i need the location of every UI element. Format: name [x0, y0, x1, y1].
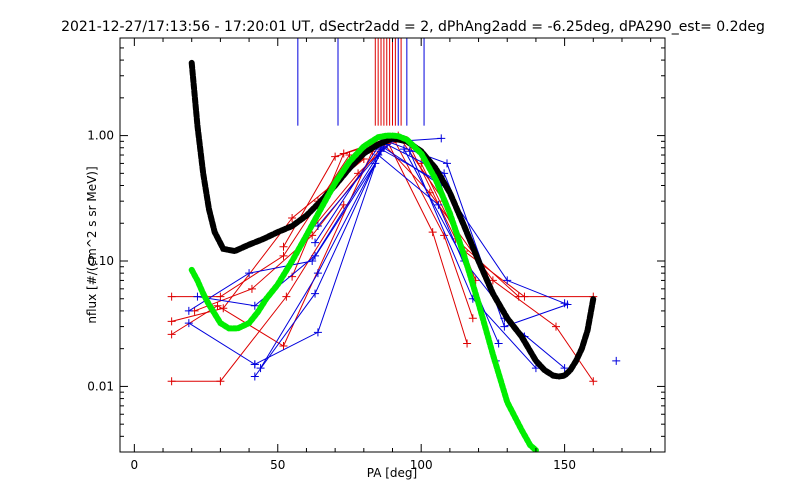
- red-plus-point: [167, 292, 176, 301]
- red-plus-point: [219, 304, 228, 313]
- red-plus-point: [428, 228, 437, 237]
- blue-series-line: [197, 154, 379, 307]
- blue-series-line: [188, 163, 376, 312]
- blue-plus-point: [560, 364, 569, 373]
- x-tick-label: 150: [553, 458, 576, 472]
- blue-plus-point: [503, 276, 512, 285]
- blue-plus-point: [250, 301, 259, 310]
- x-axis-label: PA [deg]: [367, 466, 417, 480]
- y-axis-ticks: 0.01 0.10 1.00: [87, 37, 665, 453]
- blue-plus-point: [184, 306, 193, 315]
- x-tick-label: 50: [270, 458, 285, 472]
- blue-plus-point: [256, 364, 265, 373]
- red-plus-point: [552, 322, 560, 331]
- red-plus-point: [216, 292, 225, 301]
- green-model-curve: [188, 132, 539, 452]
- blue-plus-point: [563, 300, 572, 309]
- red-plus-point: [288, 214, 297, 223]
- red-series-line: [171, 154, 350, 298]
- red-plus-point: [279, 342, 288, 351]
- red-plus-point: [167, 317, 176, 326]
- red-plus-point: [167, 330, 176, 339]
- y-tick-label: 1.00: [87, 129, 114, 143]
- blue-plus-point: [443, 159, 451, 168]
- blue-plus-point: [311, 289, 320, 298]
- blue-plus-point: [612, 356, 621, 365]
- blue-plus-point: [313, 222, 322, 231]
- red-series-line: [420, 163, 594, 298]
- blue-plus-point: [250, 360, 259, 369]
- blue-series-line: [254, 151, 382, 377]
- blue-plus-point: [250, 372, 259, 381]
- blue-plus-point: [193, 292, 202, 301]
- y-tick-label: 0.10: [87, 254, 114, 268]
- blue-plus-point: [313, 328, 322, 337]
- model-curves: [188, 59, 597, 452]
- red-plus-point: [331, 152, 340, 161]
- red-plus-point: [213, 301, 222, 310]
- blue-plus-point: [184, 319, 193, 328]
- x-tick-label: 0: [131, 458, 139, 472]
- red-plus-point: [339, 149, 348, 158]
- red-plus-point: [282, 292, 291, 301]
- x-axis-ticks: 0 50 100 150: [131, 38, 652, 472]
- red-plus-point: [520, 292, 529, 301]
- data-series: [167, 131, 621, 386]
- blue-plus-point: [311, 251, 320, 260]
- blue-series-line: [380, 148, 565, 304]
- blue-plus-point: [405, 147, 414, 156]
- blue-plus-point: [434, 200, 443, 209]
- blue-plus-point: [399, 145, 408, 154]
- blue-plus-point: [531, 364, 540, 373]
- blue-plus-point: [313, 269, 322, 278]
- blue-series-line: [403, 148, 525, 337]
- y-axis-label: nflux [#/(cm^2 s sr MeV)]: [85, 166, 99, 323]
- blue-plus-point: [437, 134, 446, 143]
- red-plus-point: [589, 377, 598, 386]
- blue-plus-point: [245, 269, 254, 278]
- red-plus-point: [279, 242, 288, 251]
- y-tick-label: 0.01: [87, 379, 114, 393]
- red-plus-point: [247, 284, 256, 293]
- blue-plus-point: [500, 322, 509, 331]
- x-tick-label: 100: [410, 458, 433, 472]
- red-series-line: [171, 204, 345, 382]
- red-plus-point: [167, 377, 176, 386]
- red-plus-point: [279, 251, 288, 260]
- chart-title: 2021-12-27/17:13:56 - 17:20:01 UT, dSect…: [61, 19, 765, 35]
- red-plus-point: [468, 314, 477, 323]
- blue-plus-point: [311, 238, 320, 247]
- blue-plus-point: [374, 151, 383, 160]
- vertical-markers: [297, 38, 425, 126]
- red-series-line: [171, 151, 373, 347]
- red-series-line: [171, 158, 365, 322]
- blue-series-line: [188, 147, 382, 365]
- blue-plus-point: [494, 339, 503, 348]
- red-plus-point: [216, 377, 225, 386]
- red-plus-point: [463, 339, 472, 348]
